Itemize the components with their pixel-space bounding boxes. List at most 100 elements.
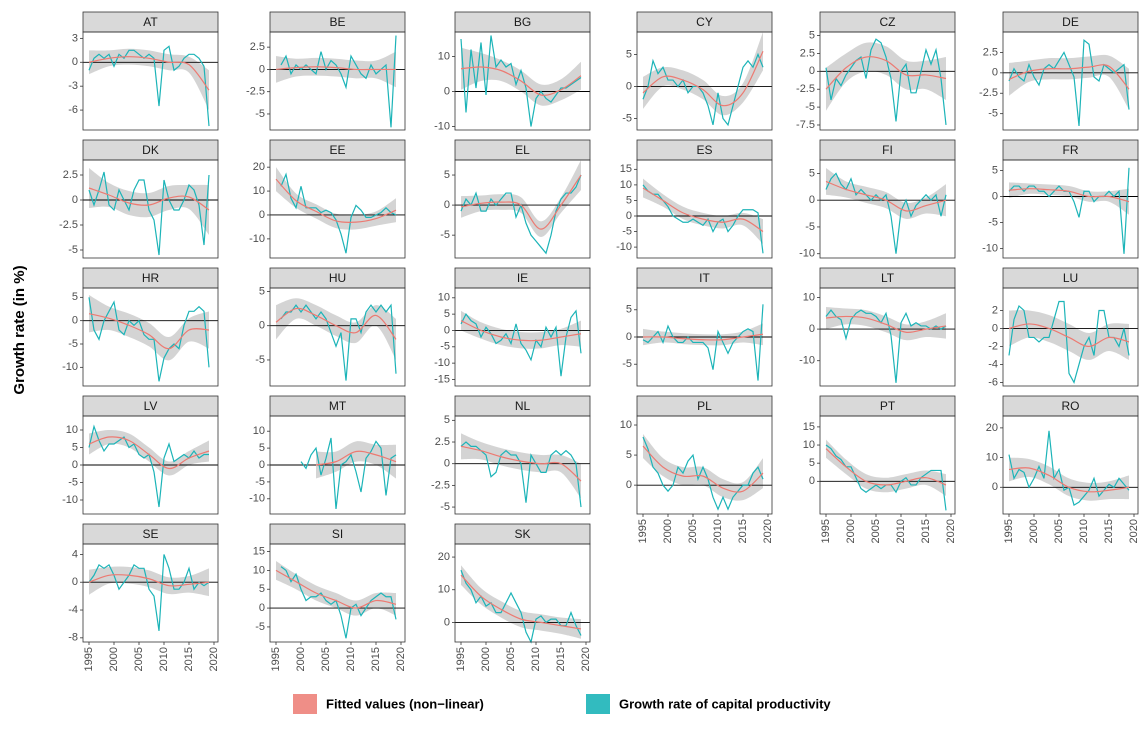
y-tick-label: -5 [805, 101, 815, 113]
x-tick-label: 2005 [1053, 519, 1065, 543]
fitted-line [88, 436, 210, 470]
legend: Fitted values (non−linear) Growth rate of… [293, 694, 831, 714]
panel-border [454, 287, 591, 387]
x-tick-label: 1995 [1003, 519, 1015, 543]
y-tick-label: 0 [444, 458, 450, 470]
y-tick-label: -10 [799, 355, 815, 367]
y-tick-label: -10 [62, 494, 78, 506]
y-tick-label: -7.5 [796, 119, 815, 131]
y-tick-label: -2 [988, 340, 998, 352]
y-tick-label: 0 [992, 322, 998, 334]
y-tick-label: 0 [444, 324, 450, 336]
confidence-band [826, 42, 946, 111]
x-tick-label: 2020 [580, 647, 592, 671]
panel: PL 0 5 10 1995 2000 2005 2010 2015 2020 [620, 395, 774, 543]
panel: EE -10 0 10 20 [249, 139, 406, 259]
panel: AT -6 -3 0 3 [68, 11, 219, 131]
y-tick-label: 2.5 [250, 41, 265, 53]
fitted-line [88, 187, 210, 211]
y-tick-label: -5 [68, 476, 78, 488]
y-tick-label: 10 [803, 439, 815, 451]
x-tick-label: 2000 [1028, 519, 1040, 543]
y-tick-label: 10 [438, 584, 450, 596]
y-tick-label: 5 [626, 194, 632, 206]
y-tick-label: 0 [444, 199, 450, 211]
x-tick-label: 2000 [845, 519, 857, 543]
y-tick-label: -2.5 [431, 479, 450, 491]
y-tick-label: 0 [992, 190, 998, 202]
y-tick-label: 0 [259, 602, 265, 614]
panel: LV -10 -5 0 5 10 [62, 395, 219, 515]
growth-line [642, 52, 764, 127]
x-tick-label: 2000 [480, 647, 492, 671]
x-tick-label: 2000 [662, 519, 674, 543]
y-tick-label: 0 [72, 194, 78, 206]
x-tick-label: 2000 [295, 647, 307, 671]
y-tick-label: 20 [438, 551, 450, 563]
panel-border [82, 415, 219, 515]
strip-title: SI [332, 527, 343, 541]
panel: DK -5 -2.5 0 2.5 [59, 139, 219, 259]
panel: CZ -7.5 -5 -2.5 0 2.5 5 [796, 11, 956, 131]
y-tick-label: 0 [626, 80, 632, 92]
y-tick-label: 10 [620, 179, 632, 191]
x-tick-label: 2015 [737, 519, 749, 543]
x-tick-label: 2005 [133, 647, 145, 671]
fitted-line [642, 50, 764, 107]
strip-title: CZ [880, 15, 896, 29]
y-tick-label: 20 [253, 161, 265, 173]
y-tick-label: 0 [72, 315, 78, 327]
strip-title: LU [1063, 271, 1078, 285]
panel: SE -8 -4 0 4 1995 2000 2005 2010 2015 2020 [68, 523, 220, 671]
y-tick-label: 5 [809, 457, 815, 469]
x-tick-label: 1995 [820, 519, 832, 543]
y-tick-label: 20 [986, 422, 998, 434]
y-tick-label: 0 [992, 67, 998, 79]
x-tick-label: 2000 [108, 647, 120, 671]
y-tick-label: -5 [805, 221, 815, 233]
fitted-line [825, 180, 947, 212]
y-tick-label: 10 [253, 564, 265, 576]
panel-border [1002, 31, 1139, 131]
growth-line [825, 38, 947, 126]
legend-label: Fitted values (non−linear) [326, 696, 484, 711]
x-tick-label: 2020 [395, 647, 407, 671]
panel-border [269, 543, 406, 643]
y-tick-label: -15 [434, 373, 450, 385]
panel-border [1002, 287, 1139, 387]
x-tick-label: 2010 [158, 647, 170, 671]
panel-border [454, 543, 591, 643]
panel: MT -10 -5 0 5 10 [249, 395, 406, 515]
y-tick-label: 4 [72, 548, 78, 560]
fitted-line [1008, 323, 1130, 348]
strip-title: FI [882, 143, 893, 157]
y-tick-label: 0 [259, 209, 265, 221]
confidence-band [461, 160, 581, 237]
panel: EL -5 0 5 [440, 139, 591, 259]
x-tick-label: 1995 [637, 519, 649, 543]
fitted-line [275, 307, 397, 340]
y-tick-label: -5 [440, 229, 450, 241]
strip-title: IT [699, 271, 710, 285]
panel: NL -5 -2.5 0 2.5 5 [431, 395, 591, 515]
panel-border [636, 415, 773, 515]
strip-title: SK [514, 527, 530, 541]
y-tick-label: -10 [434, 357, 450, 369]
y-tick-label: -2.5 [979, 87, 998, 99]
y-tick-label: 10 [438, 292, 450, 304]
panel-border [1002, 415, 1139, 515]
y-tick-label: -5 [440, 501, 450, 513]
strip-title: BG [514, 15, 531, 29]
confidence-band [1009, 457, 1129, 501]
panel-border [819, 31, 956, 131]
fitted-line [460, 445, 582, 482]
fitted-line [275, 569, 397, 609]
growth-line [460, 35, 582, 127]
growth-line [280, 303, 397, 381]
fitted-line [275, 66, 396, 71]
confidence-band [1009, 54, 1129, 110]
y-tick-label: 0 [72, 459, 78, 471]
strip-title: CY [696, 15, 713, 29]
fitted-line [642, 445, 764, 493]
panel: FR -10 -5 0 5 [982, 139, 1139, 259]
